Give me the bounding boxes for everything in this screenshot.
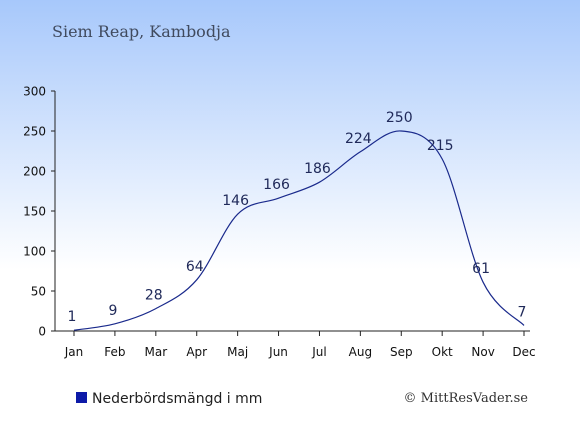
data-label: 9	[108, 303, 117, 319]
x-tick-label: Jan	[64, 345, 84, 359]
x-tick-label: Okt	[432, 345, 453, 359]
x-tick-label: Sep	[390, 345, 413, 359]
y-tick-label: 50	[31, 285, 46, 299]
y-tick-label: 0	[38, 325, 46, 339]
data-label: 28	[145, 288, 163, 304]
x-tick-label: Dec	[512, 345, 535, 359]
data-label: 61	[472, 261, 490, 277]
y-tick-label: 150	[23, 205, 46, 219]
x-tick-label: Maj	[227, 345, 248, 359]
data-label: 146	[222, 193, 249, 209]
data-label: 1	[68, 309, 77, 325]
y-tick-label: 250	[23, 125, 46, 139]
data-labels: 1 9 28 64 146 166 186 224 250 215 61 7	[68, 110, 527, 325]
chart-title: Siem Reap, Kambodja	[52, 22, 231, 41]
x-tick-label: Mar	[144, 345, 167, 359]
legend-label: Nederbördsmängd i mm	[92, 391, 262, 407]
data-label: 64	[186, 259, 204, 275]
y-tick-label: 100	[23, 245, 46, 259]
data-label: 7	[518, 304, 527, 320]
x-tick-label: Jul	[311, 345, 326, 359]
data-label: 166	[263, 177, 290, 193]
data-label: 186	[304, 161, 331, 177]
data-label: 250	[386, 110, 413, 126]
legend-swatch	[76, 392, 87, 403]
x-tick-label: Feb	[104, 345, 125, 359]
y-tick-label: 200	[23, 165, 46, 179]
x-tick-label: Apr	[186, 345, 207, 359]
series-line	[73, 130, 525, 331]
chart-axes: 0 50 100 150 200 250 300 Jan Feb Mar Apr Maj Jun Jul A…	[23, 85, 536, 360]
data-label: 224	[345, 131, 372, 147]
x-tick-label: Nov	[471, 345, 494, 359]
x-tick-label: Aug	[349, 345, 372, 359]
data-label: 215	[427, 138, 454, 154]
series-layer	[73, 130, 525, 331]
x-tick-label: Jun	[268, 345, 288, 359]
credit-text: © MittResVader.se	[404, 391, 529, 406]
y-tick-label: 300	[23, 85, 46, 99]
